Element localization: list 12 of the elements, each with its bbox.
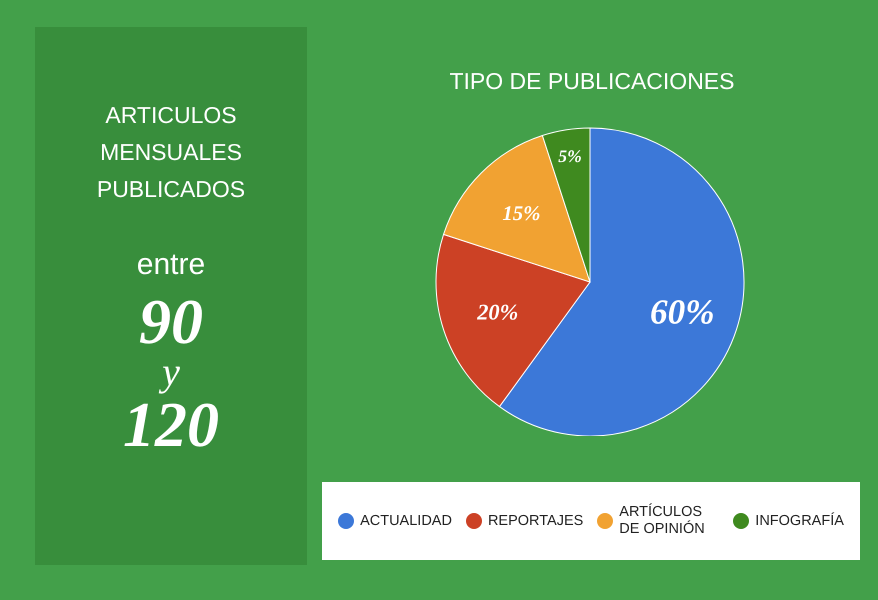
chart-title: TIPO DE PUBLICACIONES [448, 68, 736, 95]
data-label: 60% [650, 292, 715, 332]
legend-label: REPORTAJES [488, 512, 584, 530]
data-label: 5% [558, 146, 582, 166]
legend-label: INFOGRAFÍA [755, 512, 844, 530]
data-label: 15% [502, 202, 540, 225]
legend-label: ARTÍCULOS DE OPINIÓN [619, 504, 706, 538]
text: 90 [138, 286, 204, 357]
text: entre [136, 248, 206, 282]
legend-label: ACTUALIDAD [360, 512, 452, 530]
data-label: 20% [476, 299, 518, 324]
text: ARTICULOS MENSUALES PUBLICADOS [96, 101, 246, 204]
